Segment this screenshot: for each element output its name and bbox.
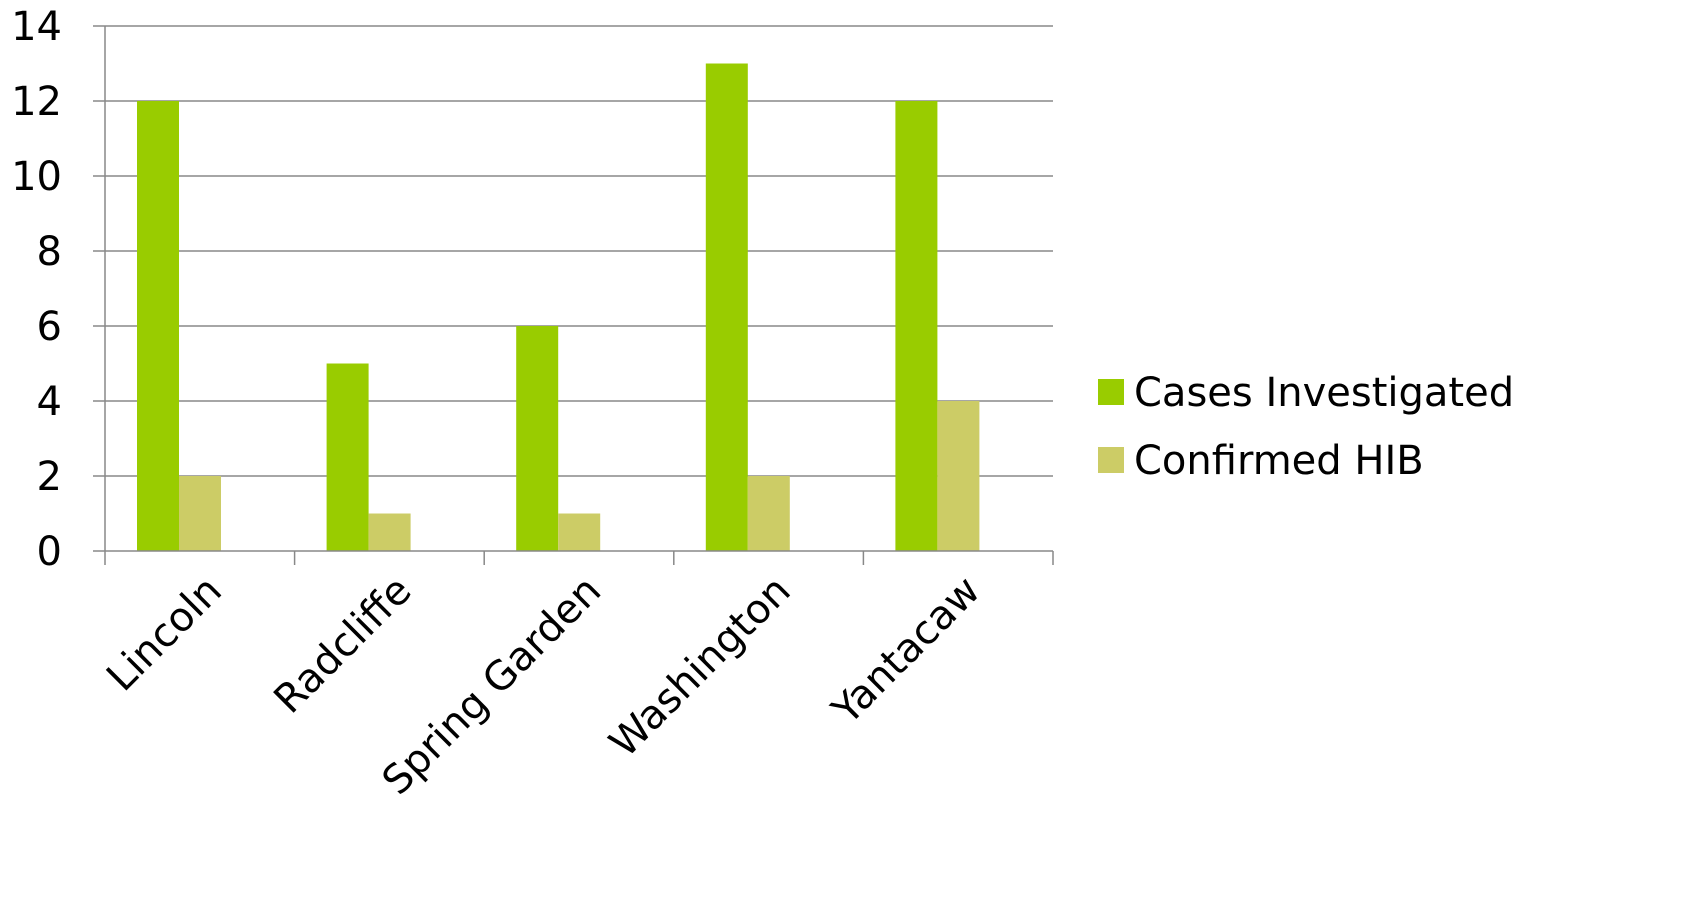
legend: Cases Investigated Confirmed HIB (1098, 370, 1514, 484)
bar-cases-investigated-radcliffe (326, 363, 369, 551)
legend-label-cases-investigated: Cases Investigated (1134, 370, 1514, 416)
bar-confirmed-hib-washington (747, 476, 790, 551)
y-tick-label-4: 4 (37, 379, 62, 425)
bar-confirmed-hib-radcliffe (368, 513, 411, 551)
x-category-label-yantacaw: Yantacaw (823, 568, 989, 734)
y-tick-label-12: 12 (11, 79, 62, 125)
x-category-label-lincoln: Lincoln (98, 568, 231, 701)
bar-cases-investigated-lincoln (137, 101, 179, 551)
y-tick-label-2: 2 (37, 454, 62, 500)
y-tick-labels: 0 2 4 6 8 10 12 14 (11, 4, 62, 575)
bars (137, 63, 980, 551)
bar-cases-investigated-spring-garden (516, 326, 559, 551)
bar-confirmed-hib-yantacaw (937, 401, 980, 551)
y-tick-label-0: 0 (37, 529, 62, 575)
legend-label-confirmed-hib: Confirmed HIB (1134, 438, 1424, 484)
x-category-label-radcliffe: Radcliffe (265, 568, 420, 723)
y-tick-label-14: 14 (11, 4, 62, 50)
bar-confirmed-hib-spring-garden (558, 513, 601, 551)
bar-cases-investigated-yantacaw (895, 101, 938, 551)
axes (93, 25, 1054, 565)
x-category-label-washington: Washington (601, 568, 800, 767)
y-tick-label-8: 8 (37, 229, 62, 275)
gridlines (105, 25, 1053, 477)
bar-confirmed-hib-lincoln (179, 476, 221, 551)
y-tick-label-6: 6 (37, 304, 62, 350)
bar-cases-investigated-washington (705, 63, 748, 551)
legend-swatch-confirmed-hib (1098, 447, 1124, 473)
y-tick-label-10: 10 (11, 154, 62, 200)
legend-swatch-cases-investigated (1098, 379, 1124, 405)
